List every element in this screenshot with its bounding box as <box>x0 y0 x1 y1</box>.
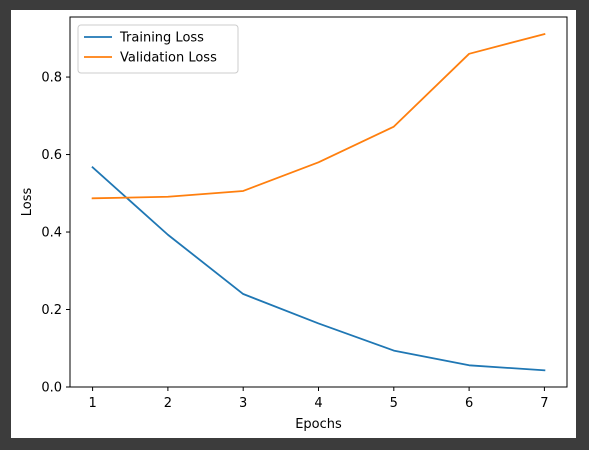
x-tick-label: 6 <box>465 396 473 411</box>
line-chart: 1 2 3 4 5 6 7 0.0 0.2 0.4 0.6 0.8 Epochs Loss Trai… <box>20 16 568 432</box>
x-tick-label: 7 <box>540 396 548 411</box>
x-tick-label: 5 <box>390 396 398 411</box>
legend: Training Loss Validation Loss <box>77 24 239 74</box>
x-tick-label: 4 <box>314 396 322 411</box>
series-layer <box>91 32 546 372</box>
x-axis: 1 2 3 4 5 6 7 <box>88 387 549 411</box>
y-tick-label: 0.2 <box>41 303 62 318</box>
series-line-validation-loss <box>91 32 546 200</box>
x-tick-label: 1 <box>88 396 96 411</box>
legend-label: Training Loss <box>119 31 204 46</box>
y-axis: 0.0 0.2 0.4 0.6 0.8 <box>41 71 70 396</box>
y-tick-label: 0.4 <box>41 226 62 241</box>
legend-box <box>77 24 239 74</box>
y-axis-label: Loss <box>20 188 35 217</box>
figure: 1 2 3 4 5 6 7 0.0 0.2 0.4 0.6 0.8 Epochs Loss Trai… <box>11 10 576 438</box>
y-tick-label: 0.0 <box>41 381 62 396</box>
legend-label: Validation Loss <box>120 51 217 66</box>
x-tick-label: 2 <box>164 396 172 411</box>
x-axis-label: Epochs <box>295 417 342 432</box>
y-tick-label: 0.6 <box>41 148 62 163</box>
plot-background <box>70 17 567 387</box>
x-tick-label: 3 <box>239 396 247 411</box>
y-tick-label: 0.8 <box>41 71 62 86</box>
series-line-training-loss <box>91 166 546 372</box>
